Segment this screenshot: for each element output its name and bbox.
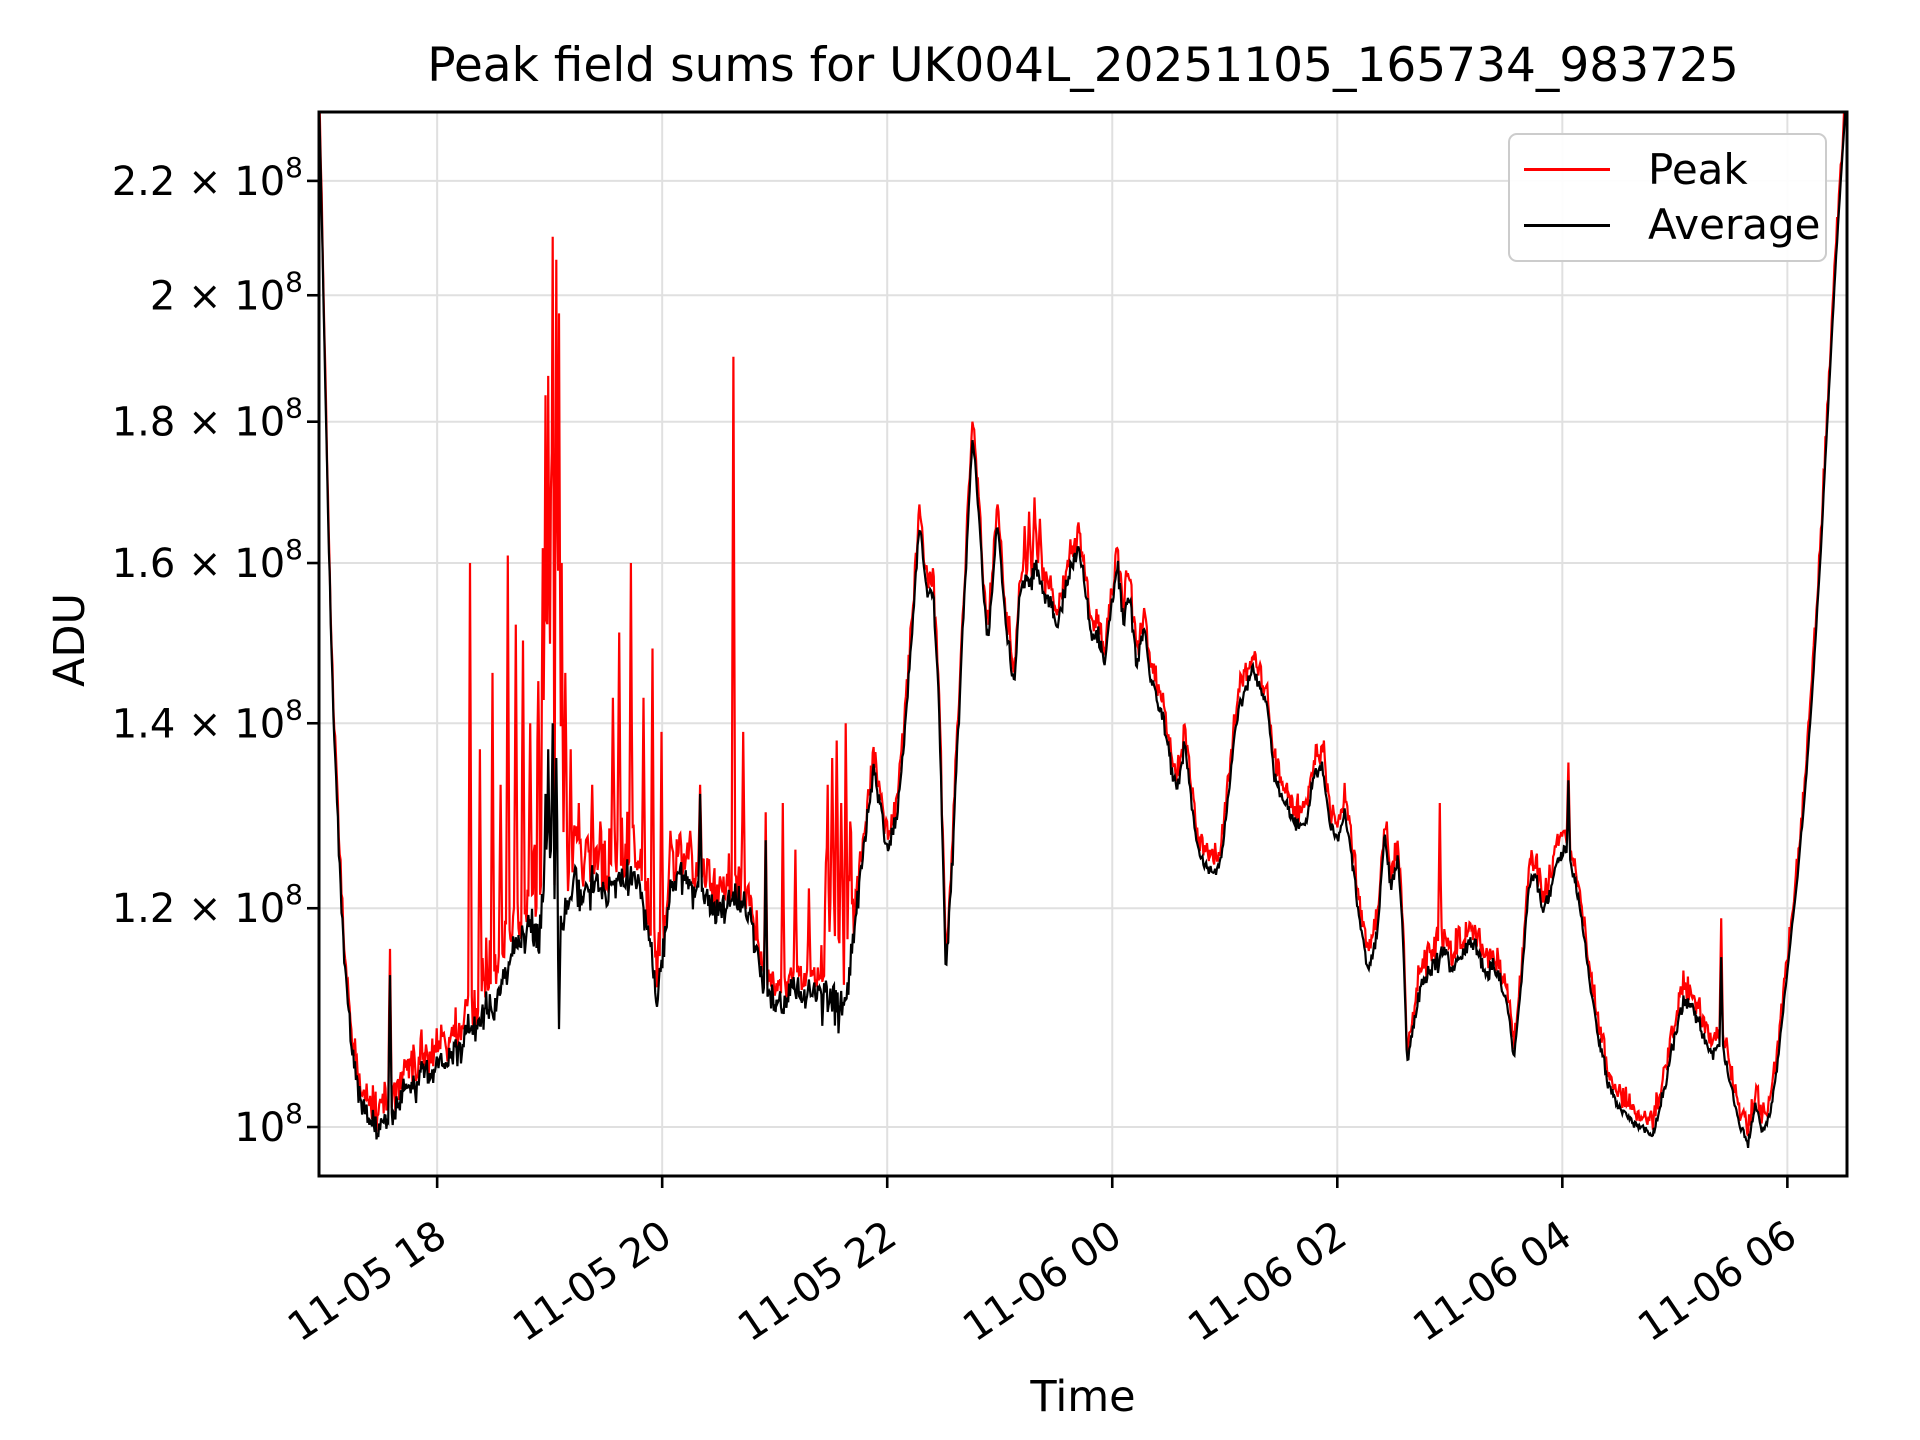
y-tick-label: 2.2 × 108 (112, 151, 303, 205)
x-tick-label: 11-06 02 (1180, 1212, 1355, 1351)
gridlines (319, 112, 1847, 1176)
y-tick-label: 2 × 108 (150, 265, 303, 319)
axes: 11-05 18 11-05 20 11-05 22 11-06 00 11-06 02… (112, 110, 1849, 1351)
average-line-swatch (1524, 223, 1610, 227)
legend: Peak Average (1508, 133, 1827, 262)
peak-line-swatch (1524, 168, 1610, 172)
peak-series-line (319, 112, 1846, 1137)
y-tick-label: 1.4 × 108 (112, 693, 303, 747)
x-axis-label: Time (1030, 1372, 1136, 1422)
y-axis-label: ADU (45, 593, 95, 687)
legend-label-average: Average (1648, 200, 1821, 250)
legend-entry-peak: Peak (1510, 144, 1825, 194)
y-tick-label: 1.8 × 108 (112, 392, 303, 446)
series-group (319, 112, 1847, 1149)
x-tick-label: 11-06 00 (955, 1212, 1130, 1351)
y-tick-label: 108 (234, 1097, 303, 1151)
x-tick-label: 11-06 06 (1630, 1212, 1805, 1351)
y-tick-label: 1.2 × 108 (112, 878, 303, 932)
chart-title: Peak field sums for UK004L_20251105_1657… (427, 38, 1739, 93)
legend-label-peak: Peak (1648, 144, 1748, 194)
y-tick-label: 1.6 × 108 (112, 533, 303, 587)
x-tick-label: 11-06 04 (1405, 1212, 1580, 1351)
x-tick-label: 11-05 20 (505, 1212, 680, 1351)
x-tick-label: 11-05 22 (730, 1212, 905, 1351)
x-tick-label: 11-05 18 (280, 1212, 455, 1351)
axes-spines (317, 110, 1849, 1178)
average-series-line (319, 112, 1847, 1149)
legend-entry-average: Average (1510, 204, 1825, 246)
